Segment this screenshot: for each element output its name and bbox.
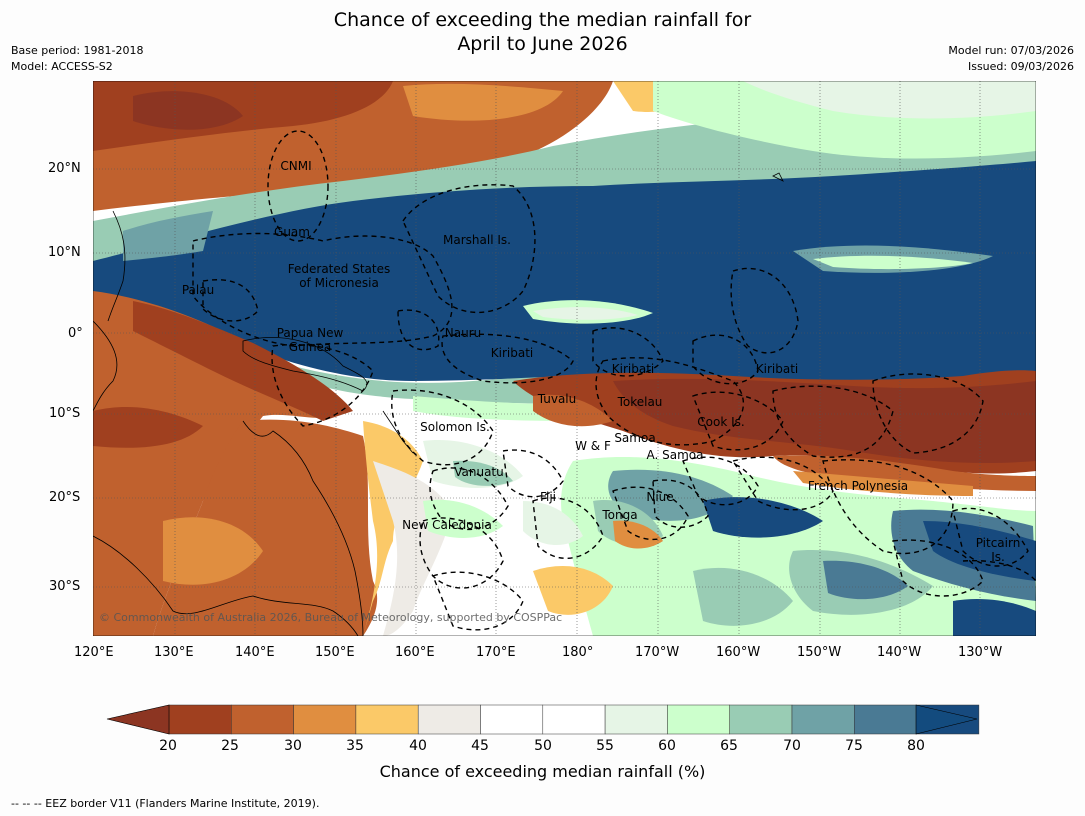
label-png-1: Papua New (277, 326, 344, 340)
lon-tick-150e: 150°E (315, 645, 355, 660)
cb-tick-75: 75 (845, 738, 863, 754)
lon-tick-140w: 140°W (877, 645, 922, 660)
equatorial-wet-band (93, 161, 1036, 384)
base-period: Base period: 1981-2018 (11, 44, 144, 57)
lon-tick-150w: 150°W (797, 645, 842, 660)
label-niue: Niue (646, 490, 673, 504)
label-png-2: Guinea (289, 340, 332, 354)
cb-tick-55: 55 (596, 738, 614, 754)
label-tonga: Tonga (601, 508, 637, 522)
colorbar-cell (355, 704, 419, 735)
colorbar-cell (417, 704, 481, 735)
cb-tick-35: 35 (346, 738, 364, 754)
meta-right: Model run: 07/03/2026 Issued: 09/03/2026 (948, 43, 1074, 75)
label-kiribati-central: Kiribati (612, 362, 654, 376)
label-pitcairn-2: Is. (991, 550, 1005, 564)
label-fiji: Fiji (540, 490, 556, 504)
cb-tick-40: 40 (409, 738, 427, 754)
label-tuvalu: Tuvalu (537, 392, 577, 406)
label-samoa: Samoa (614, 431, 655, 445)
colorbar-cell (480, 704, 544, 735)
label-guam: Guam (274, 225, 310, 239)
lon-tick-170e: 170°E (476, 645, 516, 660)
lat-tick-10s: 10°S (49, 406, 81, 421)
label-wf: W & F (575, 439, 611, 453)
colorbar-cell (854, 704, 917, 735)
label-pitcairn-1: Pitcairn (976, 536, 1021, 550)
cb-tick-45: 45 (471, 738, 489, 754)
cb-tick-25: 25 (221, 738, 239, 754)
title-line-1: Chance of exceeding the median rainfall … (333, 9, 752, 31)
cb-tick-70: 70 (783, 738, 801, 754)
colorbar (106, 704, 980, 735)
model-run: Model run: 07/03/2026 (948, 44, 1074, 57)
lat-tick-20n: 20°N (48, 161, 81, 176)
label-cook: Cook Is. (697, 415, 744, 429)
label-nauru: Nauru (445, 326, 481, 340)
lon-tick-160e: 160°E (395, 645, 435, 660)
cb-tick-30: 30 (284, 738, 302, 754)
label-kiribati-west: Kiribati (491, 346, 533, 360)
colorbar-cell (667, 704, 730, 735)
title-line-2: April to June 2026 (457, 33, 628, 55)
label-cnmi: CNMI (280, 159, 311, 173)
lon-tick-160w: 160°W (716, 645, 761, 660)
lon-tick-170w: 170°W (635, 645, 680, 660)
lat-tick-10n: 10°N (48, 245, 81, 260)
lon-tick-140e: 140°E (235, 645, 275, 660)
label-new-caledonia: New Caledonia (402, 518, 492, 532)
label-fsm-2: of Micronesia (299, 276, 379, 290)
model-name: Model: ACCESS-S2 (11, 60, 113, 73)
label-marshall: Marshall Is. (443, 233, 511, 247)
colorbar-cell (729, 704, 793, 735)
map-title: Chance of exceeding the median rainfall … (0, 8, 1085, 56)
eez-footnote: -- -- -- EEZ border V11 (Flanders Marine… (11, 797, 320, 810)
label-asamoa: A. Samoa (647, 448, 704, 462)
colorbar-cell (791, 704, 855, 735)
label-fsm-1: Federated States (288, 262, 390, 276)
lon-tick-120e: 120°E (74, 645, 114, 660)
issued-date: Issued: 09/03/2026 (967, 60, 1074, 73)
colorbar-cell (604, 704, 668, 735)
cb-tick-60: 60 (658, 738, 676, 754)
colorbar-under-arrow (106, 704, 170, 735)
colorbar-cell (168, 704, 232, 735)
cb-tick-80: 80 (907, 738, 925, 754)
eez-borders (192, 130, 1036, 631)
cb-tick-20: 20 (159, 738, 177, 754)
colorbar-cell (542, 704, 606, 735)
label-vanuatu: Vanuatu (454, 465, 504, 479)
lat-tick-0: 0° (68, 326, 83, 341)
meta-left: Base period: 1981-2018 Model: ACCESS-S2 (11, 43, 143, 75)
cb-tick-50: 50 (534, 738, 552, 754)
lat-tick-20s: 20°S (49, 490, 81, 505)
region-labels: CNMI Guam Marshall Is. Federated States … (182, 159, 1020, 564)
colorbar-label: Chance of exceeding median rainfall (%) (379, 762, 706, 781)
label-solomon: Solomon Is. (420, 420, 490, 434)
cb-tick-65: 65 (720, 738, 738, 754)
label-french-polynesia: French Polynesia (808, 479, 908, 493)
label-palau: Palau (182, 283, 214, 297)
lon-tick-180: 180° (562, 645, 594, 660)
copyright-text: © Commonwealth of Australia 2026, Bureau… (99, 611, 562, 624)
lon-tick-130e: 130°E (154, 645, 194, 660)
label-tokelau: Tokelau (617, 395, 663, 409)
lon-tick-130w: 130°W (958, 645, 1003, 660)
colorbar-cell (231, 704, 294, 735)
label-kiribati-east: Kiribati (756, 362, 798, 376)
rainfall-map: CNMI Guam Marshall Is. Federated States … (93, 81, 1036, 636)
colorbar-over-arrow (915, 704, 978, 735)
lat-tick-30s: 30°S (49, 579, 81, 594)
colorbar-cell (293, 704, 357, 735)
